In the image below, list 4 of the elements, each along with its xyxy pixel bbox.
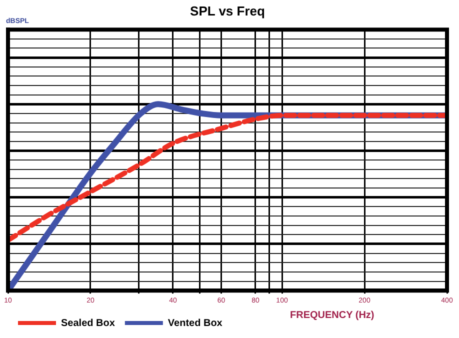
legend-label: Sealed Box	[61, 318, 116, 329]
chart-title: SPL vs Freq	[190, 3, 266, 18]
legend-label: Vented Box	[168, 318, 223, 329]
x-axis-title: FREQUENCY (Hz)	[290, 310, 374, 321]
